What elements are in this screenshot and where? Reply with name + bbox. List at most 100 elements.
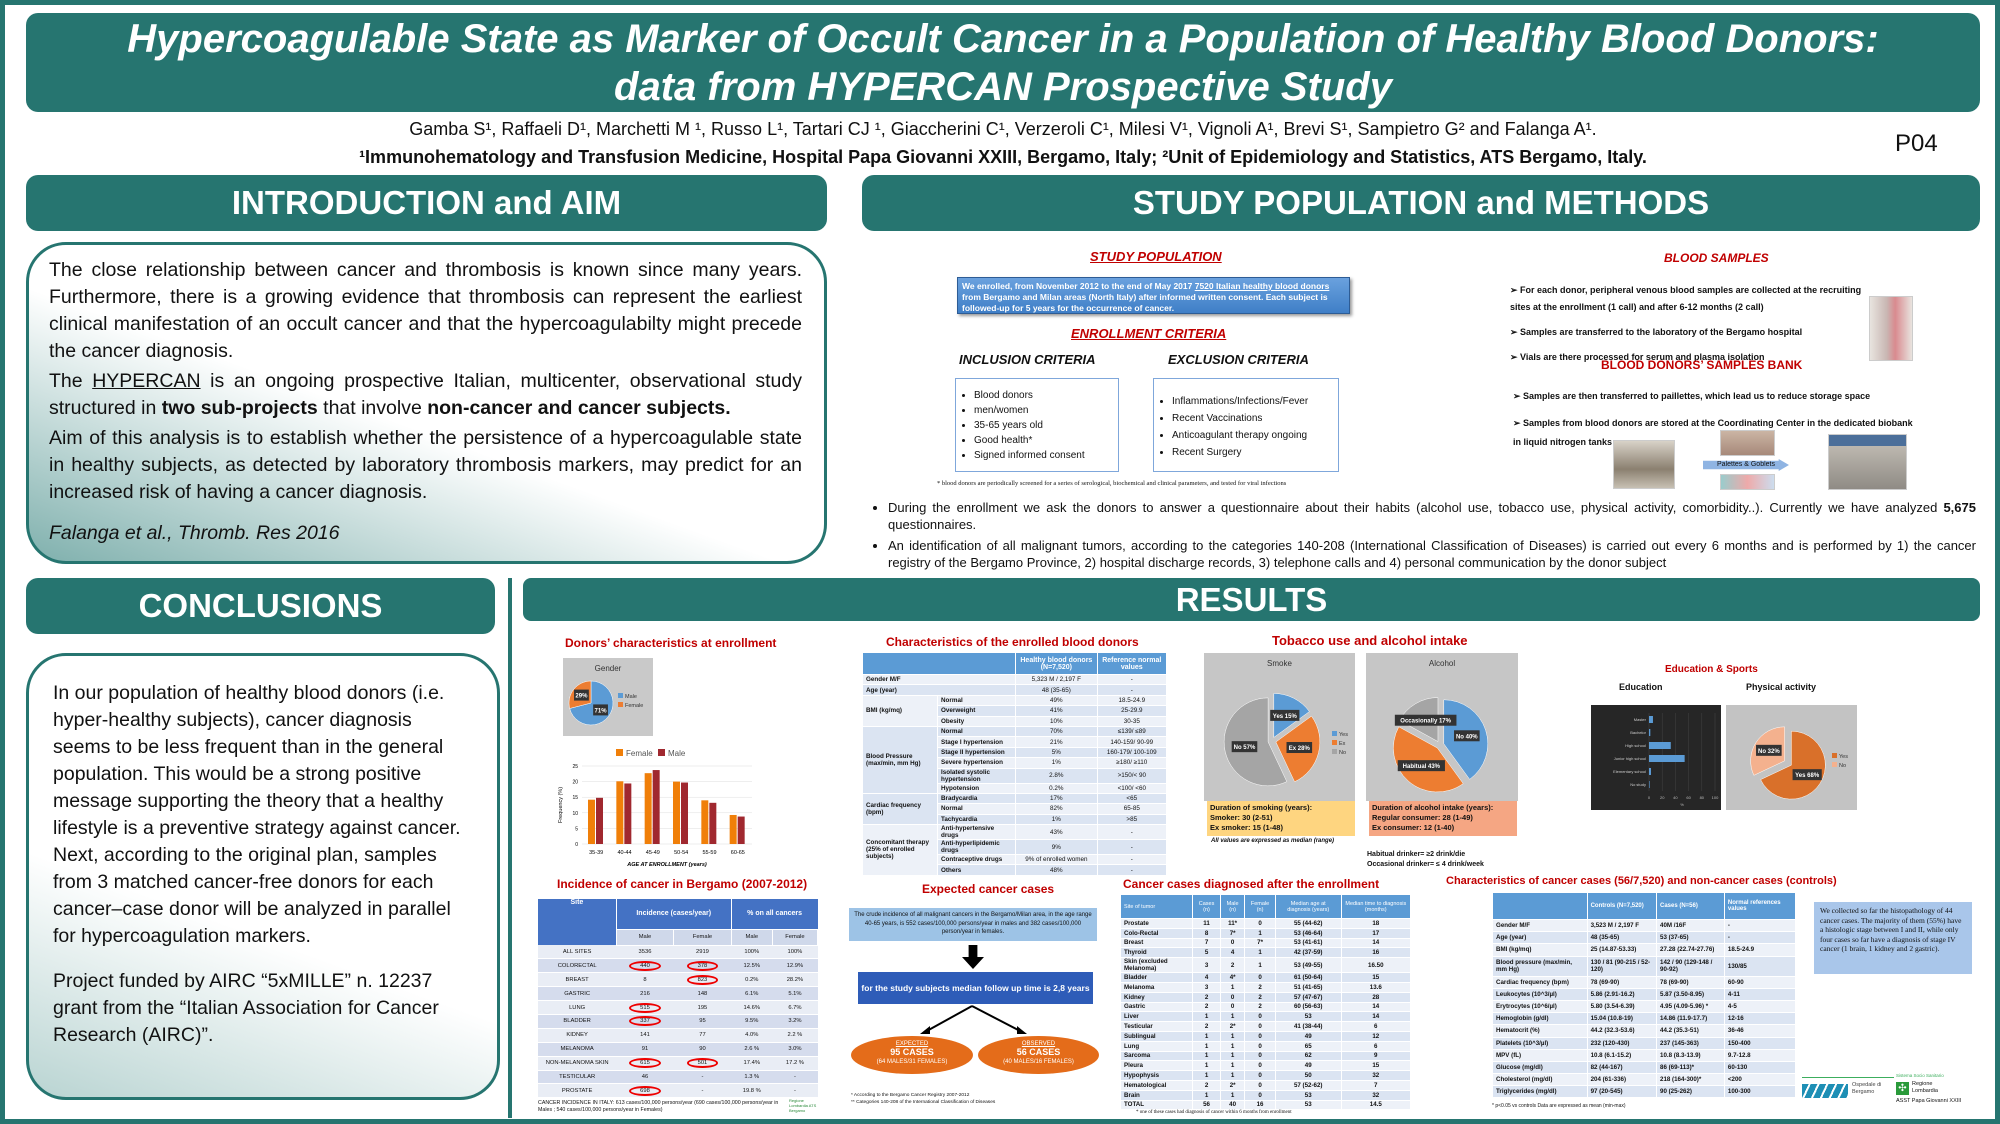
value-cell: 9.5% — [731, 1014, 773, 1029]
incidence-text-box: The crude incidence of all malignant can… — [849, 908, 1097, 941]
x-tick-label: 60-65 — [731, 850, 745, 856]
header-cell — [861, 652, 1017, 675]
site-cell: BREAST — [538, 972, 617, 988]
drinker-notes: Habitual drinker= ≥2 drink/die Occasional… — [1367, 850, 1484, 870]
value-cell: 698 — [616, 1083, 674, 1099]
samples-bank-item: ➢ Samples from blood donors are stored a… — [1513, 418, 1913, 447]
data-label-bg — [574, 689, 589, 701]
value-cell: 9% of enrolled women — [1015, 854, 1098, 866]
pie-slice-habitual — [1393, 726, 1464, 793]
header-cell: Male (n) — [1219, 894, 1246, 919]
parameter-cell: Cholesterol (mg/dl) — [1492, 1073, 1588, 1087]
subheader-cell: Male — [615, 928, 675, 946]
value-cell: 14.6% — [731, 1000, 773, 1015]
bar-male — [709, 802, 717, 844]
value-cell: 28.2% — [772, 972, 818, 988]
ospedale-logo: Ospedale di Bergamo — [1852, 1082, 1882, 1095]
value-cell: - — [673, 1083, 732, 1099]
x-tick-label: 100 — [1712, 795, 1719, 800]
value-cell: 1 — [1219, 1030, 1246, 1042]
value-cell: 10.8 (8.3-13.9) — [1656, 1048, 1725, 1062]
chart-title: Alcohol — [1429, 659, 1455, 668]
value-cell: 0 — [1244, 1089, 1276, 1101]
site-cell: Colo-Rectal — [1119, 927, 1194, 939]
table-row: Gender M/F 5,323 M / 2,197 F- — [861, 673, 1168, 686]
inclusion-title: INCLUSION CRITERIA — [959, 352, 1096, 367]
data-label-bg — [1286, 742, 1313, 754]
value-cell: 130 / 81 (90-215 / 52-120) — [1586, 955, 1658, 977]
value-cell: 14 — [1340, 1011, 1412, 1023]
methods-bullets: During the enrollment we ask the donors … — [870, 500, 1976, 571]
site-cell: NON-MELANOMA SKIN — [538, 1056, 617, 1071]
expected-note: * According to the Bergamo Cancer Regist… — [851, 1093, 970, 1098]
legend-swatch — [1332, 740, 1337, 745]
value-cell: 0 — [1244, 972, 1276, 983]
circled-value: 440 — [629, 960, 661, 971]
value-cell: 1 — [1192, 1030, 1221, 1042]
sub-label: Contraceptive drugs — [936, 854, 1017, 866]
tobacco-title: Tobacco use and alcohol intake — [1272, 633, 1468, 648]
reference-cell: 30-35 — [1096, 715, 1168, 727]
value-cell: 0 — [1244, 1030, 1276, 1042]
data-label: Yes 15% — [1273, 714, 1298, 720]
table-row: NON-MELANOMA SKIN 615 501 17.4% 17.2 % — [538, 1056, 818, 1071]
sistema-logo: Sistema Socio Sanitario — [1896, 1073, 1944, 1078]
value-cell: 4.95 (4.09-5.96) * — [1656, 999, 1725, 1014]
intro-paragraph-1: The close relationship between cancer an… — [49, 259, 802, 362]
poster-title: Hypercoagulable State as Marker of Occul… — [26, 13, 1980, 112]
legend-swatch — [658, 749, 665, 756]
group-label: Cardiac frequency (bpm) — [862, 792, 938, 826]
education-bar — [1649, 781, 1650, 788]
site-cell: Skin (excluded Melanoma) — [1119, 957, 1194, 974]
site-cell: Testicular — [1119, 1021, 1194, 1032]
sub-label: Others — [936, 864, 1017, 876]
site-cell: Melanoma — [1119, 981, 1194, 993]
value-cell: 6.7% — [772, 1000, 818, 1015]
value-cell: 0 — [1244, 1060, 1276, 1072]
value-cell: 17.2 % — [772, 1056, 818, 1071]
reference-cell: <100/ <60 — [1096, 782, 1168, 794]
value-cell: 41 (38-44) — [1274, 1021, 1342, 1032]
circled-value: 615 — [629, 1058, 661, 1069]
legend-label: Female — [626, 749, 653, 758]
pie-slice-yes — [1760, 730, 1826, 800]
education-label: Education — [1619, 682, 1663, 692]
bar-male — [652, 770, 660, 844]
x-axis-label: % — [1680, 802, 1684, 807]
study-population-title: STUDY POPULATION — [1090, 249, 1222, 264]
table-row: Gastric 2 0 2 60 (56-63) 14 — [1119, 1001, 1412, 1013]
bar-female — [729, 814, 737, 844]
paillettes-photo — [1720, 430, 1775, 456]
sub-label: Normal — [936, 725, 1017, 738]
value-cell: 14 — [1340, 937, 1412, 949]
exclusion-title: EXCLUSION CRITERIA — [1168, 352, 1309, 367]
value-cell: 70% — [1015, 725, 1098, 738]
exclusion-item: Anticoagulant therapy ongoing — [1172, 427, 1338, 444]
table-row: Melanoma 3 1 2 51 (41-65) 13.6 — [1119, 981, 1412, 993]
header-cell: Normal references values — [1723, 892, 1797, 920]
followup-box: for the study subjects median follow up … — [858, 972, 1093, 1004]
value-cell: 7 — [1192, 937, 1221, 949]
value-cell: 150-400 — [1723, 1036, 1797, 1050]
value-cell: 40 — [1219, 1099, 1246, 1111]
table-row: Hematocrit (%) 44.2 (32.3-53.6) 44.2 (35.3… — [1492, 1024, 1797, 1038]
value-cell: 14 — [1340, 1001, 1412, 1013]
table-row: BREAST 8 823 0.2% 28.2% — [538, 972, 818, 988]
samples-bank-title: BLOOD DONORS’ SAMPLES BANK — [1601, 358, 1803, 372]
value-cell: 0.2% — [1015, 782, 1098, 794]
x-tick-label: 80 — [1700, 795, 1705, 800]
conclusions-header: CONCLUSIONS — [26, 578, 495, 634]
value-cell: 9 — [1340, 1050, 1412, 1062]
education-bar-chart: 0 20 40 60 80 100% Master Bachelor High school Ju… — [1591, 705, 1721, 810]
value-cell: 62 — [1274, 1050, 1342, 1062]
site-cell: Liver — [1119, 1011, 1194, 1023]
value-cell: 4-5 — [1723, 999, 1797, 1014]
group-label: BMI (kg/mq) — [862, 694, 938, 727]
bar-female — [588, 799, 595, 844]
table-row: Sarcoma 1 1 0 62 9 — [1119, 1050, 1412, 1062]
value-cell: 61 (50-64) — [1274, 972, 1342, 983]
table-row: Erytrocytes (10^6/µl) 5.80 (3.54-6.39) 4.9… — [1492, 999, 1797, 1014]
enrolled-box: We enrolled, from November 2012 to the e… — [957, 277, 1350, 314]
legend-label: Female — [625, 703, 643, 709]
value-cell: 5% — [1015, 746, 1098, 759]
